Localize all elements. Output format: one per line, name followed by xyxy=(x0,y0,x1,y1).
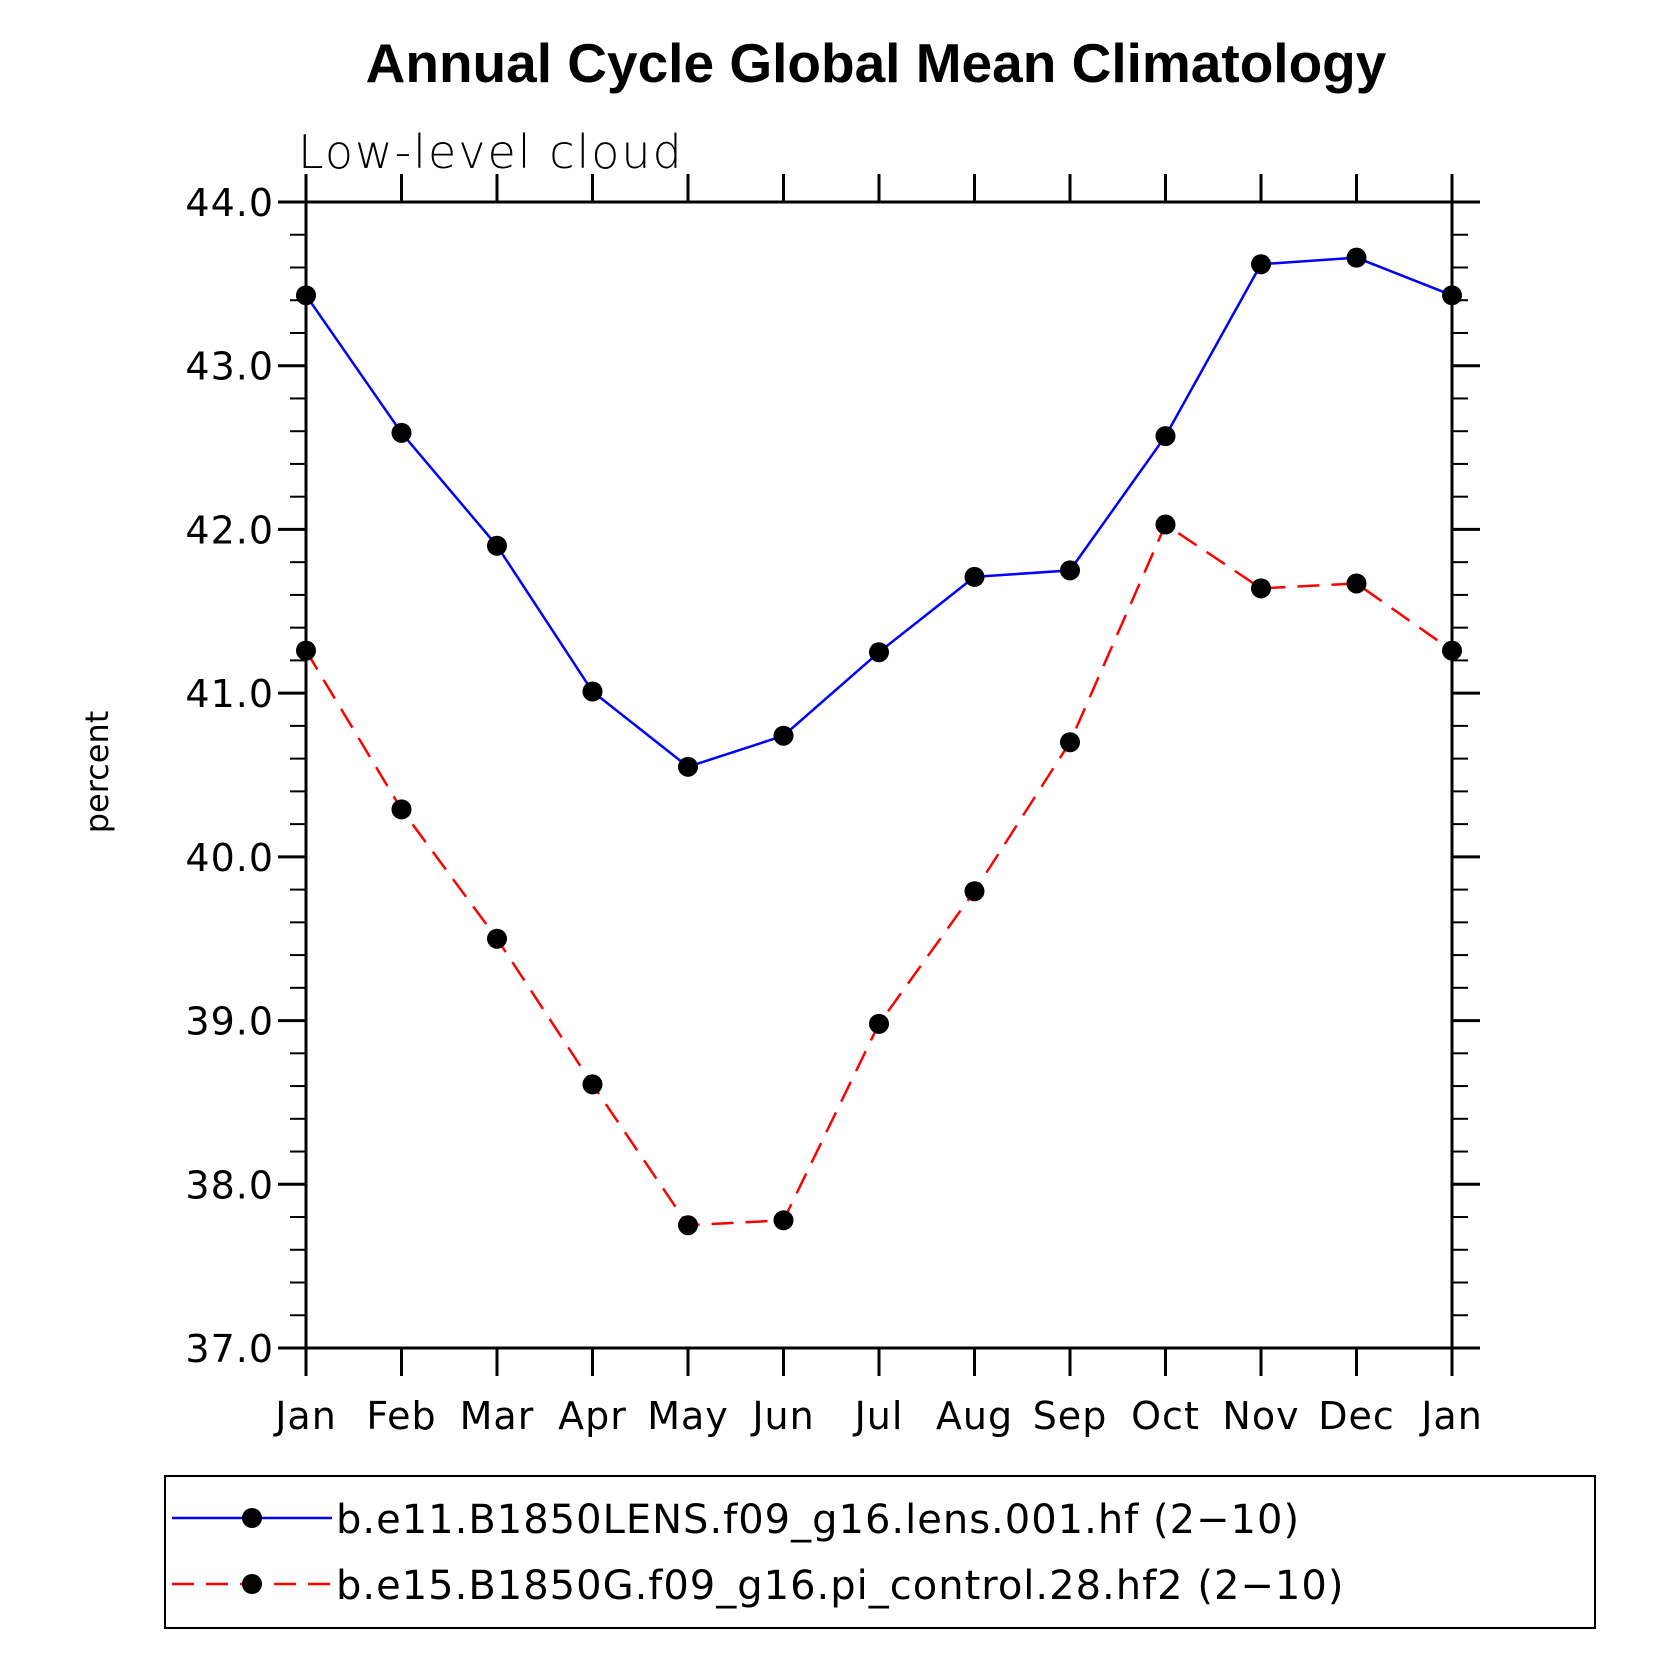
series-1-point xyxy=(773,725,794,746)
x-tick-label: Jul xyxy=(853,1394,904,1438)
series-2-point xyxy=(869,1013,889,1034)
series-2-point xyxy=(487,928,507,949)
x-tick-label: Mar xyxy=(460,1394,535,1438)
series-2-point xyxy=(678,1215,698,1236)
series-1-point xyxy=(678,756,698,777)
x-tick-label: Aug xyxy=(936,1394,1013,1438)
series-2-point xyxy=(1155,514,1176,535)
series-2-point xyxy=(1251,578,1271,599)
series-2-point xyxy=(964,881,985,902)
y-axis-label: percent xyxy=(78,711,116,834)
y-tick-label: 44.0 xyxy=(185,181,274,225)
series-2-point xyxy=(1346,573,1367,594)
legend-label-2: b.e15.B1850G.f09_g16.pi_control.28.hf2 (… xyxy=(336,1563,1344,1609)
legend-marker-2 xyxy=(242,1574,262,1594)
series-1-point xyxy=(1346,247,1367,268)
chart-title: Annual Cycle Global Mean Climatology xyxy=(366,32,1387,94)
series-2-point xyxy=(1060,732,1080,753)
x-axis-ticks: Jan Feb Mar Apr May Jun Jul Aug Sep Oct Nov Dec Jan xyxy=(273,174,1483,1438)
y-tick-label: 41.0 xyxy=(185,672,274,716)
y-tick-label: 39.0 xyxy=(185,1000,274,1044)
series-1-point xyxy=(391,422,412,443)
series-2-point xyxy=(582,1074,603,1095)
x-tick-label: Feb xyxy=(366,1394,436,1438)
series-1-point xyxy=(1155,426,1176,447)
x-tick-label: Sep xyxy=(1033,1394,1108,1438)
y-tick-label: 37.0 xyxy=(185,1327,274,1371)
x-tick-label: Oct xyxy=(1131,1394,1200,1438)
minor-ticks xyxy=(290,233,1468,1317)
x-tick-label: Jan xyxy=(1419,1394,1483,1438)
series-2-point xyxy=(391,799,412,820)
x-tick-label: Jan xyxy=(273,1394,337,1438)
series-line-2 xyxy=(304,522,1453,1227)
y-tick-label: 38.0 xyxy=(185,1163,274,1207)
x-tick-label: Jun xyxy=(750,1394,814,1438)
legend-label-1: b.e11.B1850LENS.f09_g16.lens.001.hf (2−1… xyxy=(336,1497,1300,1543)
legend-marker-1 xyxy=(242,1508,262,1528)
x-tick-label: May xyxy=(647,1394,729,1438)
series-1-point xyxy=(582,681,603,702)
series-2-point xyxy=(773,1210,794,1231)
series-1-point xyxy=(1251,254,1271,275)
legend: b.e11.B1850LENS.f09_g16.lens.001.hf (2−1… xyxy=(164,1475,1596,1629)
y-tick-label: 40.0 xyxy=(185,836,274,880)
chart-subtitle: Low-level cloud xyxy=(298,125,684,179)
x-tick-label: Apr xyxy=(558,1394,627,1438)
series-layer xyxy=(296,247,1462,1236)
series-1-point xyxy=(487,535,507,556)
series-1-point xyxy=(869,642,889,663)
x-tick-label: Dec xyxy=(1318,1394,1395,1438)
y-tick-label: 42.0 xyxy=(185,508,274,552)
x-tick-label: Nov xyxy=(1222,1394,1299,1438)
plot-frame xyxy=(304,200,1454,1350)
legend-box xyxy=(164,1475,1596,1629)
y-axis-ticks: 37.0 38.0 39.0 40.0 41.0 42.0 43.0 44.0 xyxy=(185,181,1480,1371)
series-1-point xyxy=(1060,560,1080,581)
series-1-point xyxy=(964,566,985,587)
y-tick-label: 43.0 xyxy=(185,345,274,389)
series-line-1 xyxy=(304,256,1453,769)
